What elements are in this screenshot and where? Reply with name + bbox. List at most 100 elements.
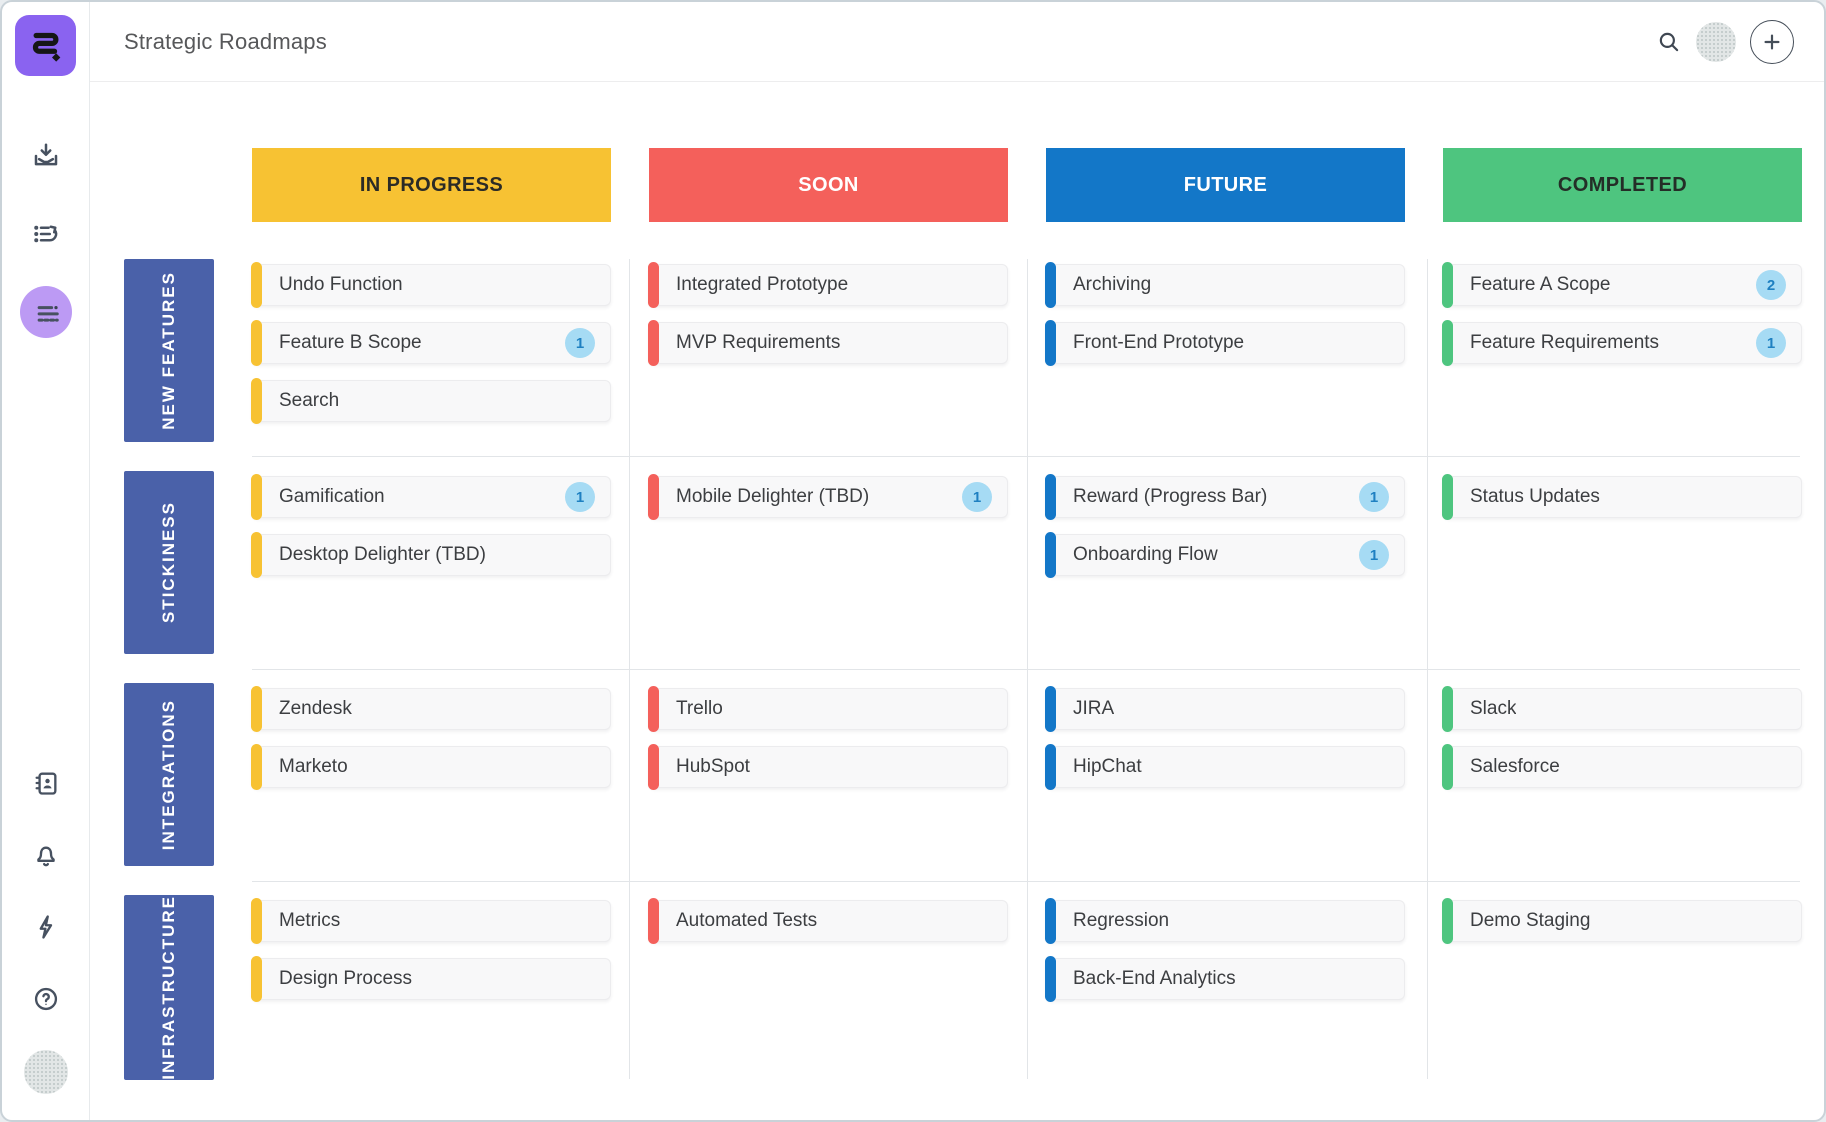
card-color-bar	[1442, 474, 1453, 520]
roadmap-card[interactable]: Status Updates	[1442, 474, 1802, 520]
roadmap-card[interactable]: Marketo	[251, 744, 611, 790]
main-area: Strategic Roadmaps IN PROGRES	[90, 2, 1824, 1120]
board-cell: Status Updates	[1442, 471, 1802, 654]
roadmap-card[interactable]: Feature A Scope 2	[1442, 262, 1802, 308]
backlog-list-icon[interactable]	[20, 208, 72, 260]
column-header-spacer	[124, 148, 214, 222]
column-header-soon[interactable]: SOON	[649, 148, 1008, 222]
card-color-bar	[251, 320, 262, 366]
card-title: Design Process	[279, 968, 413, 989]
topbar-actions	[1656, 19, 1794, 64]
board-cell: Regression Back-End Analytics	[1045, 895, 1405, 1080]
roadmap-card[interactable]: HubSpot	[648, 744, 1008, 790]
logo-squiggle-icon	[32, 32, 60, 62]
roadmap-card[interactable]: Search	[251, 378, 611, 424]
card-count-badge: 1	[565, 328, 595, 358]
roadmap-card[interactable]: Reward (Progress Bar) 1	[1045, 474, 1405, 520]
column-header-future[interactable]: FUTURE	[1046, 148, 1405, 222]
roadmap-card[interactable]: MVP Requirements	[648, 320, 1008, 366]
column-headers: IN PROGRESS SOON FUTURE COMPLETED	[124, 148, 1802, 222]
card-title: Marketo	[279, 756, 348, 777]
card-color-bar	[1442, 744, 1453, 790]
roadmap-card[interactable]: Desktop Delighter (TBD)	[251, 532, 611, 578]
import-tray-icon[interactable]	[20, 130, 72, 182]
row-label-stickiness: STICKINESS	[124, 471, 214, 654]
card-title: Undo Function	[279, 274, 403, 295]
card-title: Feature Requirements	[1470, 332, 1660, 353]
roadmap-card[interactable]: Back-End Analytics	[1045, 956, 1405, 1002]
row-label-text: INTEGRATIONS	[159, 698, 178, 851]
roadmap-card[interactable]: JIRA	[1045, 686, 1405, 732]
card-title: Zendesk	[279, 698, 352, 719]
roadmap-card[interactable]: Salesforce	[1442, 744, 1802, 790]
sidebar-user-avatar[interactable]	[23, 1050, 68, 1094]
activity-bolt-icon[interactable]	[23, 904, 69, 950]
card-title: Desktop Delighter (TBD)	[279, 544, 486, 565]
board-cell: Automated Tests	[648, 895, 1008, 1080]
roadmap-card[interactable]: Undo Function	[251, 262, 611, 308]
card-title: Gamification	[279, 486, 385, 507]
roadmap-card[interactable]: HipChat	[1045, 744, 1405, 790]
card-color-bar	[648, 262, 659, 308]
notifications-bell-icon[interactable]	[23, 832, 69, 878]
card-title: Automated Tests	[676, 910, 818, 931]
row-label-integrations: INTEGRATIONS	[124, 683, 214, 866]
column-header-in-progress[interactable]: IN PROGRESS	[252, 148, 611, 222]
card-color-bar	[648, 474, 659, 520]
contacts-icon[interactable]	[23, 760, 69, 806]
roadmap-items-icon[interactable]	[19, 286, 72, 338]
roadmap-card[interactable]: Front-End Prototype	[1045, 320, 1405, 366]
roadmap-card[interactable]: Mobile Delighter (TBD) 1	[648, 474, 1008, 520]
board-cell: Archiving Front-End Prototype	[1045, 259, 1405, 442]
search-icon	[1659, 32, 1679, 51]
roadmap-card[interactable]: Regression	[1045, 898, 1405, 944]
card-color-bar	[1045, 532, 1056, 578]
row-divider	[252, 881, 1800, 882]
card-title: Demo Staging	[1470, 910, 1591, 931]
app-logo[interactable]	[15, 15, 76, 76]
card-color-bar	[648, 744, 659, 790]
roadmap-card[interactable]: Archiving	[1045, 262, 1405, 308]
board-cell: Undo Function Feature B Scope 1 Search	[251, 259, 611, 442]
board-rows: NEW FEATURES Undo Function Feature B Scope…	[124, 259, 1802, 1080]
card-color-bar	[648, 898, 659, 944]
card-color-bar	[1045, 320, 1056, 366]
roadmap-card[interactable]: Feature Requirements 1	[1442, 320, 1802, 366]
column-header-completed[interactable]: COMPLETED	[1443, 148, 1802, 222]
card-color-bar	[1045, 898, 1056, 944]
board-cell: Feature A Scope 2 Feature Requirements 1	[1442, 259, 1802, 442]
card-title: Mobile Delighter (TBD)	[676, 486, 870, 507]
board-cell: Demo Staging	[1442, 895, 1802, 1080]
help-icon[interactable]	[23, 976, 69, 1022]
header-user-avatar[interactable]	[1696, 21, 1736, 62]
card-title: Metrics	[279, 910, 341, 931]
roadmap-card[interactable]: Design Process	[251, 956, 611, 1002]
card-count-badge: 1	[1359, 540, 1389, 570]
roadmap-card[interactable]: Automated Tests	[648, 898, 1008, 944]
top-bar: Strategic Roadmaps	[90, 2, 1824, 82]
row-label-text: INFRASTRUCTURE	[159, 895, 178, 1080]
add-new-button[interactable]	[1750, 19, 1794, 64]
search-button[interactable]	[1656, 29, 1682, 55]
row-label-text: STICKINESS	[159, 501, 178, 624]
roadmap-card[interactable]: Onboarding Flow 1	[1045, 532, 1405, 578]
card-color-bar	[1442, 898, 1453, 944]
board-row: NEW FEATURES Undo Function Feature B Scope…	[124, 259, 1802, 442]
roadmap-card[interactable]: Trello	[648, 686, 1008, 732]
roadmap-card[interactable]: Metrics	[251, 898, 611, 944]
board-cell: Zendesk Marketo	[251, 683, 611, 866]
card-color-bar	[1442, 320, 1453, 366]
sidebar	[2, 2, 90, 1120]
card-title: HubSpot	[676, 756, 750, 777]
row-label-new-features: NEW FEATURES	[124, 259, 214, 442]
roadmap-card[interactable]: Integrated Prototype	[648, 262, 1008, 308]
roadmap-card[interactable]: Gamification 1	[251, 474, 611, 520]
card-color-bar	[648, 320, 659, 366]
card-title: Integrated Prototype	[676, 274, 849, 295]
card-color-bar	[1045, 956, 1056, 1002]
roadmap-card[interactable]: Zendesk	[251, 686, 611, 732]
roadmap-card[interactable]: Feature B Scope 1	[251, 320, 611, 366]
roadmap-card[interactable]: Demo Staging	[1442, 898, 1802, 944]
card-title: Front-End Prototype	[1073, 332, 1245, 353]
roadmap-card[interactable]: Slack	[1442, 686, 1802, 732]
